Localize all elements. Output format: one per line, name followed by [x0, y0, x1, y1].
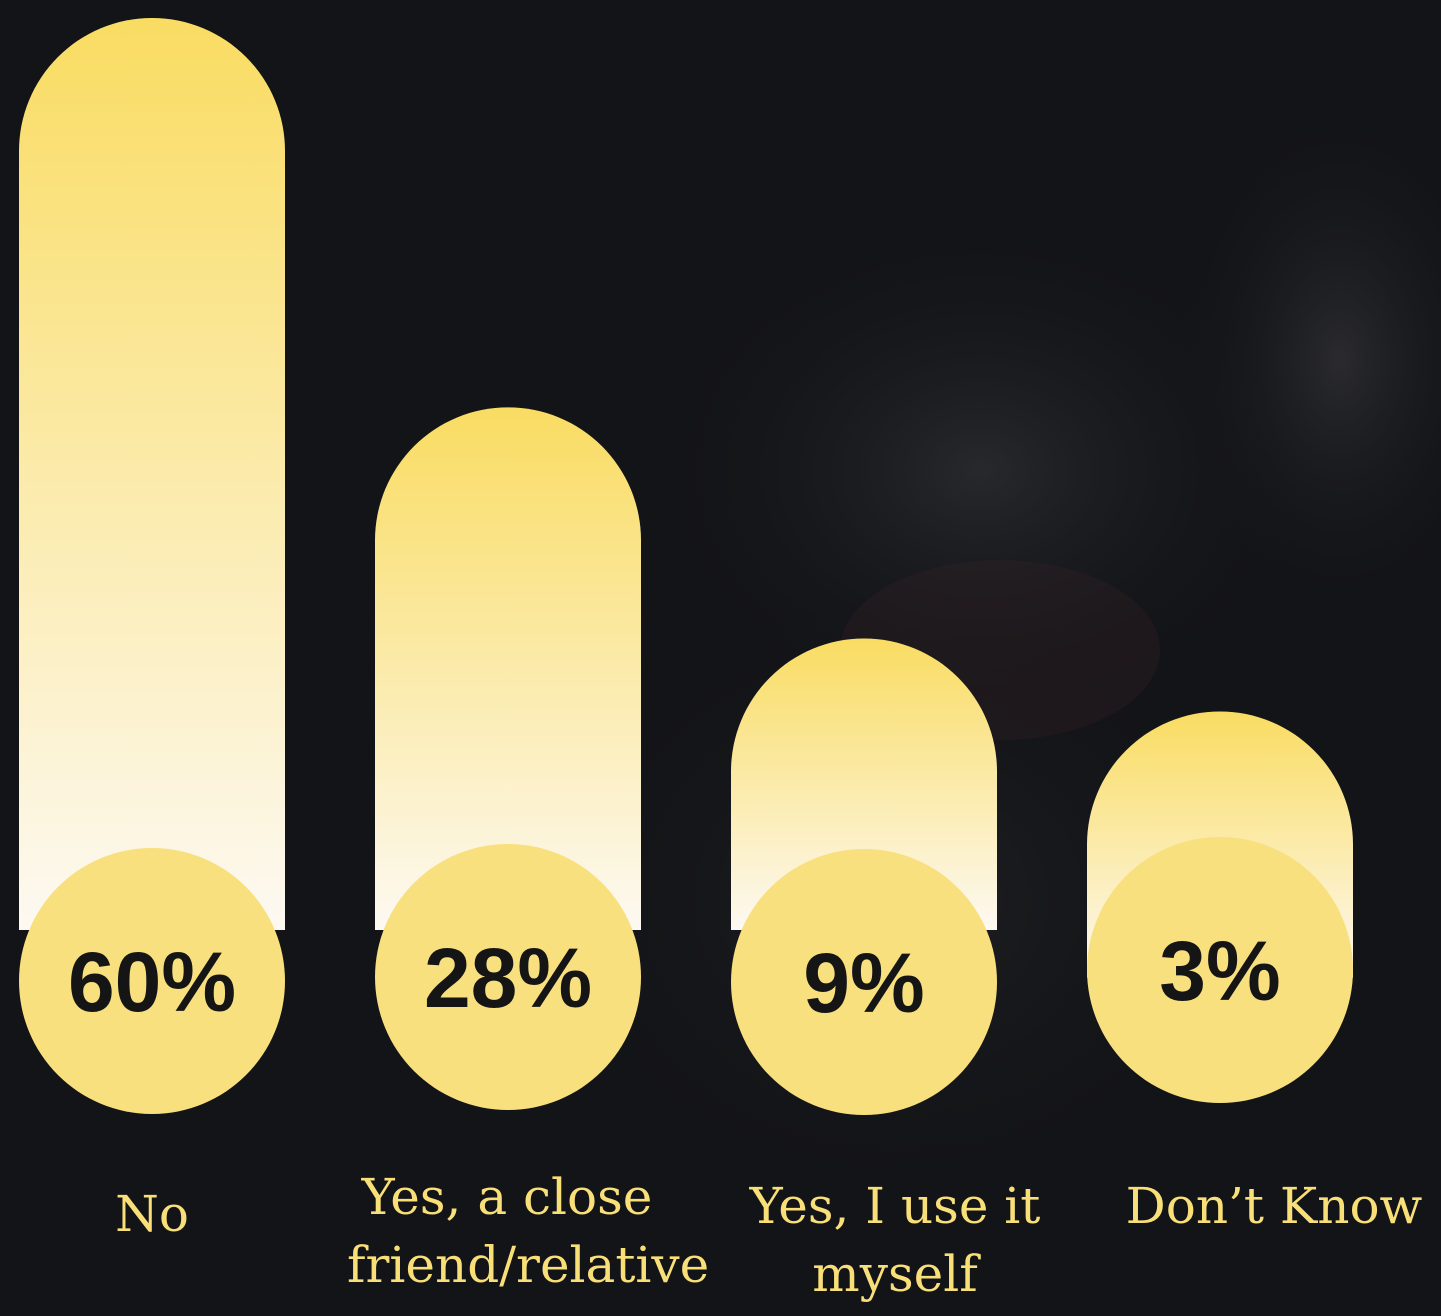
bars-layer — [19, 18, 1353, 978]
value-bubble-0 — [19, 848, 285, 1114]
value-bubble-2 — [731, 849, 997, 1115]
category-label-line2: friend/relative — [347, 1236, 710, 1294]
background-shape — [1170, 100, 1441, 620]
bar-1 — [375, 407, 641, 930]
value-bubble-1 — [375, 844, 641, 1110]
bubbles-layer: 60% 28% 9% 3% — [19, 837, 1353, 1115]
category-label-no: No — [0, 1180, 312, 1248]
value-bubble-3 — [1087, 837, 1353, 1103]
category-label-line2: myself — [812, 1245, 978, 1303]
category-label-use-myself: Yes, I use it myself — [735, 1172, 1055, 1308]
category-label-close-friend: Yes, a close friend/relative — [347, 1163, 709, 1299]
category-label-text: Don’t Know — [1125, 1177, 1423, 1235]
bar-0 — [19, 18, 285, 930]
value-label-1: 28% — [424, 931, 592, 1025]
category-label-dont-know: Don’t Know — [1114, 1172, 1434, 1240]
value-label-3: 3% — [1159, 924, 1280, 1018]
category-label-line1: Yes, I use it — [749, 1177, 1041, 1235]
category-label-line1: Yes, a close — [361, 1168, 653, 1226]
bar-2 — [731, 638, 997, 930]
value-label-2: 9% — [803, 936, 924, 1030]
value-label-0: 60% — [68, 935, 236, 1029]
category-label-text: No — [115, 1185, 189, 1243]
